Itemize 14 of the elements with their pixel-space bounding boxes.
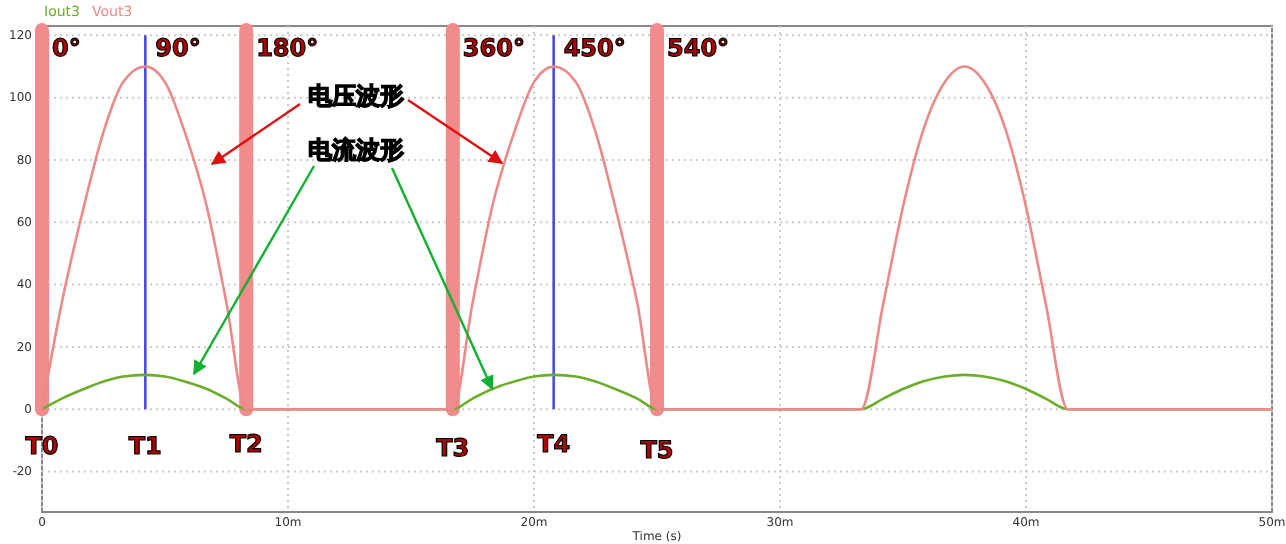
annotation: 电压波形 (308, 82, 404, 111)
annotation: T4 (537, 429, 571, 458)
annotation: T5 (640, 435, 674, 464)
annotation: 0° (52, 34, 81, 63)
annotation: 90° (155, 34, 201, 63)
annotation: 450° (563, 34, 626, 63)
annotation: 360° (462, 34, 525, 63)
annotation: 540° (667, 34, 730, 63)
annotation: T1 (128, 431, 162, 460)
annotation: T0 (25, 431, 59, 460)
annotation: T2 (229, 429, 263, 458)
annotation: 180° (256, 34, 319, 63)
annotation: T3 (436, 433, 470, 462)
annotation: 电流波形 (308, 136, 404, 165)
